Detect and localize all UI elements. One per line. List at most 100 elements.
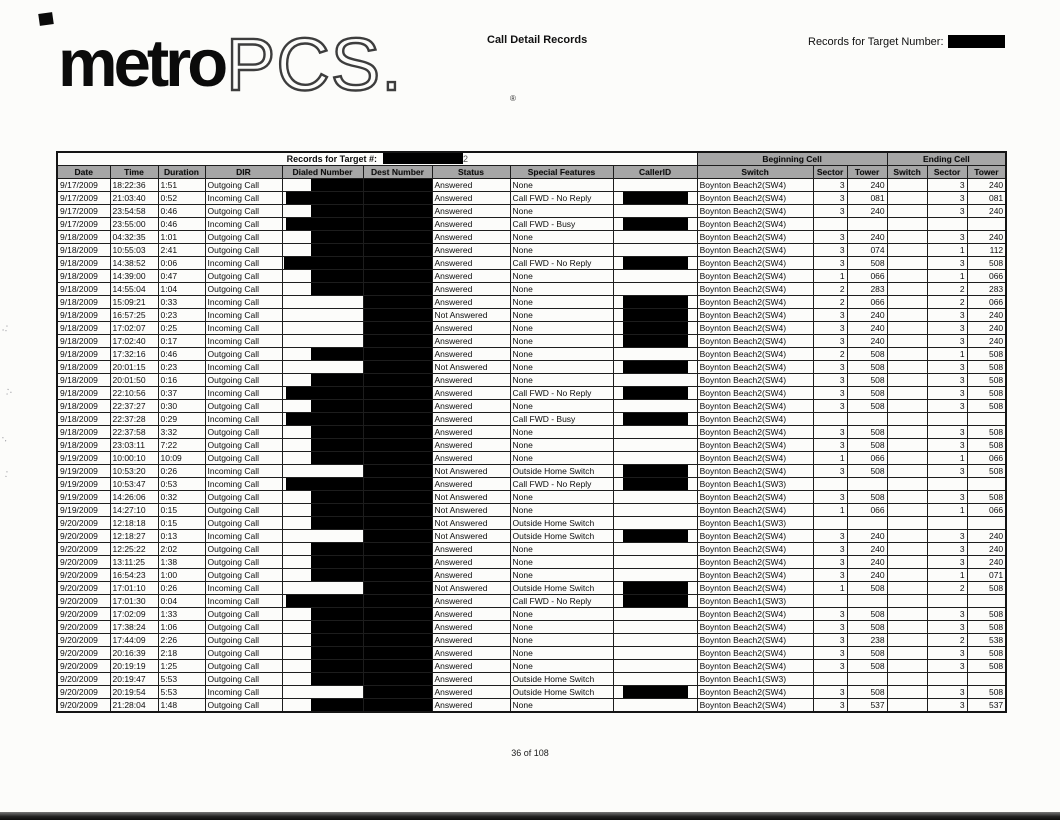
cell-begin-switch: Boynton Beach2(SW4) (696, 256, 814, 270)
cell-time: 20:19:19 (109, 659, 159, 673)
cell-date: 9/20/2009 (56, 529, 111, 543)
cell-callerid (612, 633, 698, 647)
cell-date: 9/20/2009 (56, 542, 111, 556)
cell-dest-number (362, 295, 433, 309)
call-record-row: 9/20/2009 20:19:19 1:25 Outgoing Call Answer… (56, 659, 1007, 673)
call-record-row: 9/20/2009 17:01:30 0:04 Incoming Call Answer… (56, 594, 1007, 608)
cell-end-sector: 2 (926, 282, 968, 296)
cell-end-tower: 508 (966, 386, 1007, 400)
cell-time: 22:10:56 (109, 386, 159, 400)
cell-time: 17:32:16 (109, 347, 159, 361)
cell-date: 9/20/2009 (56, 685, 111, 699)
cell-special-features: Call FWD - Busy (509, 412, 614, 426)
cell-end-tower: 508 (966, 490, 1007, 504)
cell-status: Not Answered (431, 516, 511, 530)
cell-special-features: None (509, 659, 614, 673)
cell-dir: Incoming Call (204, 191, 283, 205)
call-record-row: 9/20/2009 16:54:23 1:00 Outgoing Call Answer… (56, 568, 1007, 582)
cell-callerid (612, 607, 698, 621)
cell-time: 17:02:40 (109, 334, 159, 348)
cell-time: 12:18:27 (109, 529, 159, 543)
call-record-row: 9/18/2009 20:01:15 0:23 Incoming Call Not An… (56, 360, 1007, 374)
cell-callerid (612, 620, 698, 634)
cell-dialed-number (281, 581, 364, 595)
cell-status: Answered (431, 230, 511, 244)
cell-begin-tower (846, 217, 888, 231)
cell-dir: Incoming Call (204, 529, 283, 543)
records-for-target-label: Records for Target #: (286, 154, 377, 164)
redaction-dialed-number (311, 660, 362, 672)
scan-artifact: : (3, 467, 10, 481)
call-record-row: 9/20/2009 12:18:18 0:15 Outgoing Call Not An… (56, 516, 1007, 530)
cell-end-switch (886, 568, 928, 582)
cell-special-features: None (509, 620, 614, 634)
cell-begin-tower: 081 (846, 191, 888, 205)
cell-duration: 1:51 (157, 178, 206, 192)
redaction-dest-number (364, 530, 431, 542)
cell-dest-number (362, 594, 433, 608)
cell-begin-tower: 508 (846, 256, 888, 270)
scan-artifact-mark (38, 12, 54, 26)
cell-dir: Outgoing Call (204, 490, 283, 504)
call-record-row: 9/18/2009 17:32:16 0:46 Outgoing Call Answer… (56, 347, 1007, 361)
cell-special-features: None (509, 282, 614, 296)
cell-end-tower (966, 477, 1007, 491)
cell-begin-tower: 508 (846, 620, 888, 634)
cell-dir: Incoming Call (204, 295, 283, 309)
cell-date: 9/18/2009 (56, 438, 111, 452)
redaction-dest-number (364, 387, 431, 399)
cell-begin-switch: Boynton Beach1(SW3) (696, 477, 814, 491)
redaction-dest-number (364, 257, 431, 269)
call-record-row: 9/18/2009 23:03:11 7:22 Outgoing Call Answer… (56, 438, 1007, 452)
cell-callerid (612, 243, 698, 257)
call-record-row: 9/18/2009 22:37:28 0:29 Incoming Call Answer… (56, 412, 1007, 426)
call-record-row: 9/18/2009 17:02:07 0:25 Incoming Call Answer… (56, 321, 1007, 335)
call-record-row: 9/20/2009 20:16:39 2:18 Outgoing Call Answer… (56, 646, 1007, 660)
cell-end-switch (886, 620, 928, 634)
cell-time: 20:16:39 (109, 646, 159, 660)
cell-callerid (612, 373, 698, 387)
cell-status: Answered (431, 672, 511, 686)
cell-date: 9/20/2009 (56, 594, 111, 608)
cell-dest-number (362, 581, 433, 595)
cell-time: 12:18:18 (109, 516, 159, 530)
cell-end-tower: 283 (966, 282, 1007, 296)
redaction-dest-number (364, 322, 431, 334)
cell-dest-number (362, 646, 433, 660)
cell-end-switch (886, 438, 928, 452)
cell-end-sector: 3 (926, 334, 968, 348)
cell-special-features: None (509, 360, 614, 374)
cell-duration: 5:53 (157, 672, 206, 686)
cell-begin-sector: 3 (812, 191, 848, 205)
cell-end-tower: 240 (966, 204, 1007, 218)
cell-end-sector: 1 (926, 503, 968, 517)
cell-begin-sector: 3 (812, 464, 848, 478)
cell-callerid (612, 204, 698, 218)
beginning-cell-group-header: Beginning Cell (696, 151, 888, 166)
cell-time: 17:44:09 (109, 633, 159, 647)
cell-duration: 0:46 (157, 347, 206, 361)
cell-dest-number (362, 191, 433, 205)
target-number-line: Records for Target Number: (808, 35, 1005, 48)
call-record-row: 9/20/2009 17:38:24 1:06 Outgoing Call Answer… (56, 620, 1007, 634)
cell-date: 9/18/2009 (56, 256, 111, 270)
cell-begin-tower: 508 (846, 464, 888, 478)
cell-dest-number (362, 269, 433, 283)
redaction-dialed-number (311, 452, 362, 464)
cell-begin-sector: 2 (812, 347, 848, 361)
cell-time: 17:01:10 (109, 581, 159, 595)
cell-status: Answered (431, 555, 511, 569)
cell-status: Not Answered (431, 464, 511, 478)
cell-end-switch (886, 347, 928, 361)
call-record-row: 9/17/2009 18:22:36 1:51 Outgoing Call Answer… (56, 178, 1007, 192)
cell-end-tower (966, 672, 1007, 686)
cell-status: Not Answered (431, 490, 511, 504)
cell-end-sector (926, 412, 968, 426)
cell-time: 14:55:04 (109, 282, 159, 296)
cell-dialed-number (281, 568, 364, 582)
redaction-dialed-number (311, 179, 362, 191)
col-header-tower: Tower (966, 165, 1007, 179)
redaction-dialed-number (284, 257, 362, 269)
cell-date: 9/19/2009 (56, 477, 111, 491)
cell-dir: Incoming Call (204, 477, 283, 491)
